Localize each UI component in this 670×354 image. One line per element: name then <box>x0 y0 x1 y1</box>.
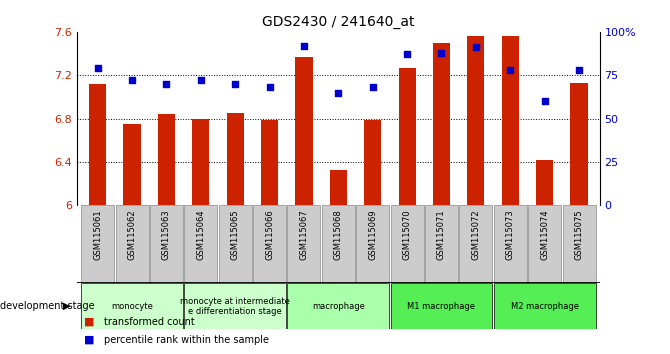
Bar <box>192 119 210 205</box>
Point <box>92 65 103 71</box>
Text: GSM115065: GSM115065 <box>230 209 240 260</box>
Point <box>436 50 447 56</box>
FancyBboxPatch shape <box>81 205 114 283</box>
Point <box>470 45 481 50</box>
Text: percentile rank within the sample: percentile rank within the sample <box>104 335 269 345</box>
Text: GSM115075: GSM115075 <box>574 209 584 260</box>
FancyBboxPatch shape <box>563 205 596 283</box>
Text: GSM115070: GSM115070 <box>403 209 411 260</box>
FancyBboxPatch shape <box>184 205 217 283</box>
Bar <box>330 170 347 205</box>
Text: GSM115069: GSM115069 <box>369 209 377 260</box>
Text: M1 macrophage: M1 macrophage <box>407 302 476 311</box>
FancyBboxPatch shape <box>528 205 561 283</box>
Point <box>574 67 584 73</box>
Bar <box>502 36 519 205</box>
FancyBboxPatch shape <box>494 283 596 329</box>
Text: GSM115067: GSM115067 <box>299 209 308 260</box>
Bar <box>261 120 278 205</box>
Text: GSM115073: GSM115073 <box>506 209 515 260</box>
Text: M2 macrophage: M2 macrophage <box>511 302 579 311</box>
Text: GSM115068: GSM115068 <box>334 209 343 260</box>
FancyBboxPatch shape <box>287 205 320 283</box>
FancyBboxPatch shape <box>460 205 492 283</box>
FancyBboxPatch shape <box>356 205 389 283</box>
Text: development stage: development stage <box>0 301 94 311</box>
Text: GSM115064: GSM115064 <box>196 209 205 260</box>
Bar <box>467 36 484 205</box>
FancyBboxPatch shape <box>218 205 252 283</box>
Text: GSM115062: GSM115062 <box>127 209 137 260</box>
Bar <box>89 84 107 205</box>
Text: monocyte at intermediate
e differentiation stage: monocyte at intermediate e differentiati… <box>180 297 290 316</box>
FancyBboxPatch shape <box>184 283 286 329</box>
Text: GSM115066: GSM115066 <box>265 209 274 260</box>
Point <box>161 81 172 87</box>
Text: transformed count: transformed count <box>104 317 194 327</box>
Text: GSM115072: GSM115072 <box>472 209 480 260</box>
Text: GSM115074: GSM115074 <box>540 209 549 260</box>
Bar <box>570 83 588 205</box>
Bar <box>158 114 175 205</box>
Point <box>333 90 344 96</box>
Bar <box>123 124 141 205</box>
Point <box>402 52 413 57</box>
FancyBboxPatch shape <box>494 205 527 283</box>
FancyBboxPatch shape <box>150 205 183 283</box>
FancyBboxPatch shape <box>253 205 286 283</box>
Text: ▶: ▶ <box>63 301 70 311</box>
Point <box>505 67 516 73</box>
Text: GSM115063: GSM115063 <box>162 209 171 260</box>
Bar <box>364 120 381 205</box>
Text: GSM115061: GSM115061 <box>93 209 103 260</box>
FancyBboxPatch shape <box>322 205 355 283</box>
Bar <box>399 68 415 205</box>
Text: monocyte: monocyte <box>111 302 153 311</box>
FancyBboxPatch shape <box>391 283 492 329</box>
Title: GDS2430 / 241640_at: GDS2430 / 241640_at <box>262 16 415 29</box>
Point <box>539 98 550 104</box>
Point <box>230 81 241 87</box>
Point <box>127 78 137 83</box>
Bar <box>536 160 553 205</box>
Bar <box>433 43 450 205</box>
Bar <box>226 113 244 205</box>
Text: ■: ■ <box>84 317 94 327</box>
FancyBboxPatch shape <box>287 283 389 329</box>
Text: macrophage: macrophage <box>312 302 364 311</box>
Text: ■: ■ <box>84 335 94 345</box>
FancyBboxPatch shape <box>115 205 149 283</box>
FancyBboxPatch shape <box>391 205 423 283</box>
Text: GSM115071: GSM115071 <box>437 209 446 260</box>
FancyBboxPatch shape <box>81 283 183 329</box>
Point <box>264 85 275 90</box>
Bar <box>295 57 313 205</box>
FancyBboxPatch shape <box>425 205 458 283</box>
Point <box>299 43 310 48</box>
Point <box>367 85 378 90</box>
Point <box>196 78 206 83</box>
